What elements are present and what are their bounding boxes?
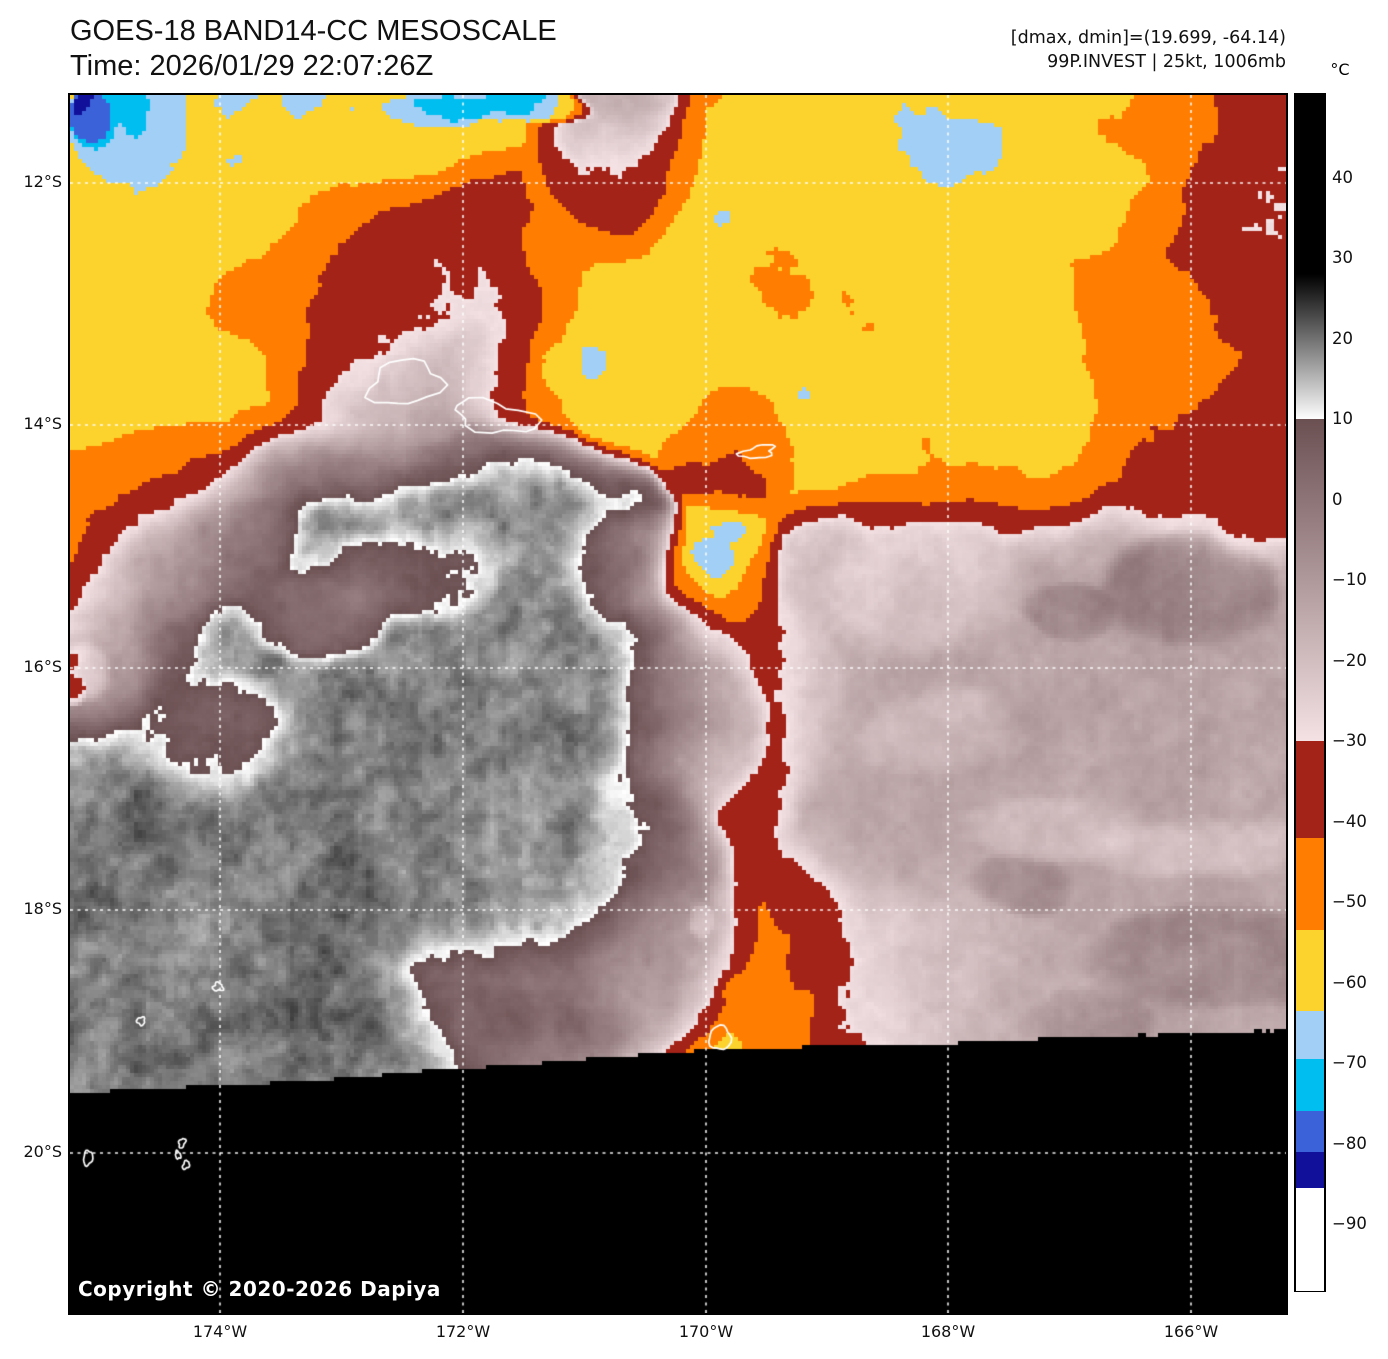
colorbar-tick-label: 30 <box>1332 248 1353 268</box>
satellite-ir-image <box>70 95 1286 1313</box>
colorbar-segment <box>1296 95 1324 276</box>
colorbar-tick-label: 10 <box>1332 409 1353 429</box>
latitude-tick-label: 16°S <box>23 657 62 676</box>
colorbar-tick-label: −60 <box>1332 972 1367 992</box>
latitude-tick-label: 14°S <box>23 414 62 433</box>
colorbar-segment <box>1296 419 1324 742</box>
colorbar-segment <box>1296 1111 1324 1153</box>
page-title: GOES-18 BAND14-CC MESOSCALE Time: 2026/0… <box>70 14 557 84</box>
latitude-tick-label: 20°S <box>23 1142 62 1161</box>
temperature-colorbar <box>1294 93 1326 1292</box>
longitude-tick-label: 166°W <box>1163 1322 1219 1341</box>
title-line-2: Time: 2026/01/29 22:07:26Z <box>70 50 434 82</box>
colorbar-tick-label: −50 <box>1332 892 1367 912</box>
longitude-tick-label: 174°W <box>192 1322 248 1341</box>
colorbar-tick-label: −80 <box>1332 1133 1367 1153</box>
longitude-tick-label: 170°W <box>678 1322 734 1341</box>
dmax-dmin-readout: [dmax, dmin]=(19.699, -64.14) <box>1010 28 1286 48</box>
satellite-map-frame: Copyright © 2020-2026 Dapiya <box>68 93 1288 1315</box>
colorbar-tick-label: 40 <box>1332 167 1353 187</box>
latitude-tick-label: 12°S <box>23 172 62 191</box>
latitude-tick-label: 18°S <box>23 899 62 918</box>
colorbar-tick-label: −10 <box>1332 570 1367 590</box>
colorbar-unit-label: °C <box>1330 60 1350 79</box>
colorbar-tick-label: −20 <box>1332 650 1367 670</box>
colorbar-tick-label: −30 <box>1332 731 1367 751</box>
colorbar-tick-label: −70 <box>1332 1053 1367 1073</box>
storm-info: [dmax, dmin]=(19.699, -64.14) 99P.INVEST… <box>700 26 1286 74</box>
colorbar-tick-label: −40 <box>1332 811 1367 831</box>
colorbar-segment <box>1296 741 1324 839</box>
colorbar-segment <box>1296 1010 1324 1060</box>
colorbar-segment <box>1296 1151 1324 1189</box>
colorbar-segment <box>1296 930 1324 1012</box>
colorbar-segment <box>1296 1187 1324 1291</box>
colorbar-segment <box>1296 837 1324 931</box>
longitude-tick-label: 172°W <box>435 1322 491 1341</box>
invest-intensity-readout: 99P.INVEST | 25kt, 1006mb <box>1047 52 1286 72</box>
colorbar-segment <box>1296 274 1324 420</box>
longitude-tick-label: 168°W <box>920 1322 976 1341</box>
colorbar-segment <box>1296 1059 1324 1112</box>
title-line-1: GOES-18 BAND14-CC MESOSCALE <box>70 15 557 47</box>
colorbar-tick-label: 0 <box>1332 489 1343 509</box>
copyright-watermark: Copyright © 2020-2026 Dapiya <box>78 1277 441 1301</box>
colorbar-tick-label: 20 <box>1332 328 1353 348</box>
colorbar-tick-label: −90 <box>1332 1214 1367 1233</box>
